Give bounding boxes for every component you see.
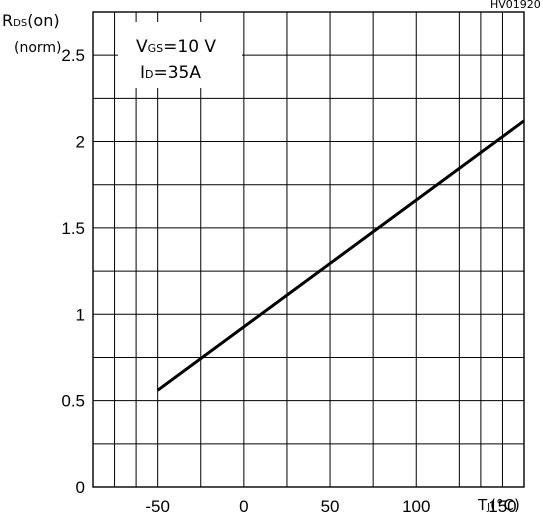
x-tick-labels: -50 0 50 100 150 (145, 497, 516, 516)
y-axis-label: RDS(on) (2, 11, 60, 30)
x-tick-label: -50 (145, 497, 170, 516)
figure-code: HV01920 (490, 0, 541, 11)
y-tick-label: 1.5 (61, 219, 85, 238)
series-line (156, 119, 525, 392)
series-layer (156, 119, 525, 392)
annotation-box (118, 22, 242, 88)
y-tick-label: 2.5 (61, 46, 85, 65)
x-tick-label: 100 (402, 497, 430, 516)
x-axis-label: TJ(°C) (477, 496, 520, 514)
plot-frame (92, 11, 525, 488)
x-tick-label: 0 (239, 497, 248, 516)
grid (93, 12, 524, 487)
y-tick-label: 0.5 (61, 392, 85, 411)
y-tick-label: 0 (76, 478, 85, 497)
y-tick-label: 1 (76, 305, 85, 324)
annotation-vgs: VGS=10 V (136, 37, 216, 57)
y-axis-unit: (norm) (14, 40, 62, 56)
x-tick-label: 150 (488, 497, 516, 516)
y-tick-label: 2 (76, 133, 85, 152)
x-tick-label: 50 (321, 497, 340, 516)
annotation-id: ID=35A (140, 63, 201, 83)
y-tick-labels: 0 0.5 1 1.5 2 2.5 (61, 46, 85, 497)
